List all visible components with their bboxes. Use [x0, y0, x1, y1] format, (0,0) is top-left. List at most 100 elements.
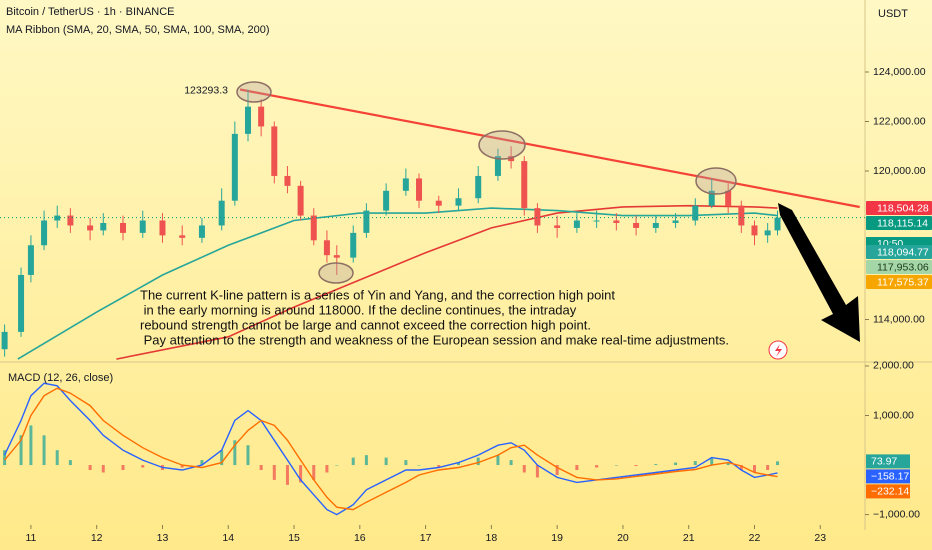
histogram-bar	[220, 450, 224, 466]
candle-body	[672, 220, 679, 223]
histogram-bar	[776, 461, 780, 466]
candle-body	[534, 208, 541, 226]
histogram-bar	[88, 465, 92, 471]
x-tick-label: 19	[551, 532, 563, 544]
annotation-line: Pay attention to the strength and weakne…	[140, 332, 729, 347]
candle-body	[54, 215, 61, 221]
candle-body	[725, 190, 732, 206]
candle-body	[475, 175, 482, 199]
candle-body	[774, 217, 781, 231]
candle-body	[573, 220, 580, 228]
histogram-bar	[555, 465, 559, 475]
histogram-bar	[141, 465, 145, 468]
x-tick-label: 21	[683, 532, 695, 544]
macd-line	[3, 382, 778, 516]
histogram-bar	[417, 465, 421, 466]
price-tag	[866, 275, 932, 290]
candle-body	[633, 222, 640, 228]
circle	[478, 130, 526, 160]
histogram-bar	[312, 465, 316, 480]
price-tag	[866, 260, 932, 275]
histogram-bar	[693, 461, 697, 466]
histogram-bar	[739, 465, 743, 471]
arrow	[778, 203, 860, 342]
candle-body	[297, 185, 304, 216]
candle-body	[284, 175, 291, 186]
y-tick-label: 114,000.00	[873, 313, 925, 325]
y-tick-label: 122,000.00	[873, 115, 926, 127]
histogram-bar	[335, 465, 339, 466]
candle-body	[613, 220, 620, 223]
candle-body	[708, 190, 715, 206]
candle-body	[198, 225, 205, 238]
x-tick-label: 23	[814, 532, 826, 544]
candle-body	[383, 190, 390, 211]
x-tick-label: 22	[749, 532, 761, 544]
candle-body	[435, 200, 442, 206]
ma-line	[17, 207, 778, 360]
chart-title: Bitcoin / TetherUS · 1h · BINANCE	[6, 6, 175, 18]
macd-tag	[866, 454, 910, 469]
peak-label: 123293.3	[184, 84, 228, 96]
histogram-bar	[3, 450, 7, 466]
annotation-line: The current K-line pattern is a series o…	[140, 287, 615, 302]
x-tick-label: 17	[420, 532, 432, 544]
price-tag-label: 118,094.77	[877, 246, 929, 258]
histogram-bar	[752, 465, 756, 473]
macd-tag-label: −232.14	[871, 486, 909, 498]
histogram-bar	[614, 465, 618, 466]
candle-body	[416, 178, 423, 201]
candle-body	[18, 274, 25, 332]
histogram-bar	[68, 460, 72, 466]
circle	[695, 167, 737, 195]
highlight-circles	[236, 81, 737, 284]
price-tag	[866, 216, 932, 231]
histogram-bar	[522, 465, 526, 473]
histogram-bar	[351, 457, 355, 466]
histogram-bar	[476, 457, 480, 466]
histogram-bar	[121, 465, 125, 471]
candle-body	[494, 156, 501, 176]
x-tick-label: 11	[25, 532, 36, 544]
macd-tag	[866, 469, 910, 484]
histogram-bar	[101, 465, 105, 473]
macd-tag	[866, 484, 910, 499]
x-tick-label: 13	[157, 532, 169, 544]
candle-body	[692, 205, 699, 221]
candle-body	[159, 220, 166, 236]
y2-tick-label: 1,000.00	[873, 409, 914, 421]
histogram-bar	[29, 425, 33, 466]
y-tick-label: 124,000.00	[873, 66, 926, 78]
histogram-bar	[19, 435, 23, 466]
histogram-bar	[233, 440, 237, 466]
annotation-line: rebound strength cannot be large and can…	[140, 317, 591, 332]
candle-body	[100, 222, 107, 231]
candle-body	[258, 106, 265, 127]
histogram-bar	[726, 462, 730, 466]
candle-body	[1, 331, 8, 350]
macd-tag-label: −158.17	[871, 471, 909, 483]
candle-body	[738, 205, 745, 226]
candle-body	[67, 215, 74, 226]
histogram-bar	[535, 465, 539, 478]
x-tick-label: 12	[91, 532, 103, 544]
price-tag-label: 117,953.06	[877, 261, 929, 273]
candle-body	[87, 225, 94, 231]
candle-body	[350, 232, 357, 258]
histogram-bar	[509, 460, 513, 466]
histogram-bar	[384, 457, 388, 466]
candle-body	[652, 222, 659, 228]
candle-body	[179, 235, 186, 238]
histogram-bar	[272, 465, 276, 480]
candle-body	[231, 133, 238, 201]
price-tag	[866, 201, 932, 216]
candle-body	[120, 222, 127, 233]
circle	[318, 262, 354, 284]
y-tick-label: 120,000.00	[873, 165, 926, 177]
indicator-label: MA Ribbon (SMA, 20, SMA, 50, SMA, 100, S…	[6, 24, 270, 36]
y2-tick-label: 2,000.00	[873, 360, 914, 372]
histogram-bar	[246, 445, 250, 466]
candle-body	[554, 225, 561, 228]
macd-title: MACD (12, 26, close)	[8, 372, 113, 384]
